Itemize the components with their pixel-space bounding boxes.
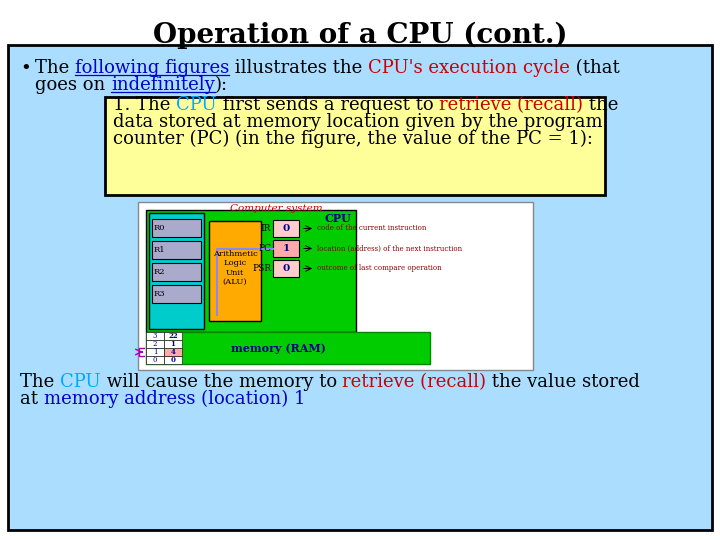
Text: memory (RAM): memory (RAM) xyxy=(230,342,325,354)
FancyBboxPatch shape xyxy=(273,220,299,237)
Text: counter (PC) (in the figure, the value of the PC = 1):: counter (PC) (in the figure, the value o… xyxy=(113,130,593,148)
Text: CPU: CPU xyxy=(176,96,217,114)
Text: IR: IR xyxy=(261,224,271,233)
FancyBboxPatch shape xyxy=(146,356,164,364)
Text: ):: ): xyxy=(215,76,228,94)
Text: goes on: goes on xyxy=(35,76,111,94)
FancyBboxPatch shape xyxy=(152,263,201,281)
Text: Arithmetic
Logic
Unit
(ALU): Arithmetic Logic Unit (ALU) xyxy=(212,250,257,286)
FancyBboxPatch shape xyxy=(146,348,164,356)
Text: PSR: PSR xyxy=(252,264,271,273)
FancyBboxPatch shape xyxy=(164,356,182,364)
FancyBboxPatch shape xyxy=(152,219,201,237)
FancyBboxPatch shape xyxy=(146,210,356,332)
Text: The: The xyxy=(20,373,60,391)
Text: 0: 0 xyxy=(282,264,289,273)
Text: 3: 3 xyxy=(153,332,157,340)
Text: 0: 0 xyxy=(282,224,289,233)
Text: R1: R1 xyxy=(154,246,166,254)
FancyBboxPatch shape xyxy=(105,97,605,195)
Text: illustrates the: illustrates the xyxy=(229,59,368,77)
Text: R3: R3 xyxy=(154,290,166,298)
Text: code of the current instruction: code of the current instruction xyxy=(317,225,426,233)
Text: The: The xyxy=(35,59,75,77)
Text: CPU: CPU xyxy=(324,213,351,224)
FancyBboxPatch shape xyxy=(138,202,533,370)
Text: R0: R0 xyxy=(154,224,166,232)
Text: retrieve (recall): retrieve (recall) xyxy=(439,96,583,114)
FancyBboxPatch shape xyxy=(152,285,201,303)
Text: will cause the memory to: will cause the memory to xyxy=(101,373,343,391)
Text: PC: PC xyxy=(258,244,271,253)
Text: retrieve (recall): retrieve (recall) xyxy=(343,373,487,391)
Text: the value stored: the value stored xyxy=(487,373,640,391)
FancyBboxPatch shape xyxy=(146,332,164,340)
Text: location (address) of the next instruction: location (address) of the next instructi… xyxy=(317,245,462,253)
Text: indefinitely: indefinitely xyxy=(111,76,215,94)
FancyBboxPatch shape xyxy=(8,45,712,530)
FancyBboxPatch shape xyxy=(146,340,164,348)
Text: outcome of last compare operation: outcome of last compare operation xyxy=(317,265,441,273)
Text: first sends a request to: first sends a request to xyxy=(217,96,439,114)
FancyBboxPatch shape xyxy=(152,241,201,259)
Text: 1: 1 xyxy=(153,348,157,356)
Text: R2: R2 xyxy=(154,268,166,276)
FancyBboxPatch shape xyxy=(164,332,182,340)
FancyBboxPatch shape xyxy=(164,348,182,356)
Text: at: at xyxy=(20,390,44,408)
FancyBboxPatch shape xyxy=(273,260,299,277)
FancyBboxPatch shape xyxy=(273,240,299,257)
Text: following figures: following figures xyxy=(75,59,229,77)
Text: 22: 22 xyxy=(168,332,178,340)
Text: CPU: CPU xyxy=(60,373,101,391)
Text: the: the xyxy=(583,96,618,114)
FancyBboxPatch shape xyxy=(164,340,182,348)
Text: (that: (that xyxy=(570,59,620,77)
Text: Operation of a CPU (cont.): Operation of a CPU (cont.) xyxy=(153,22,567,49)
Text: 0: 0 xyxy=(153,356,157,364)
Text: 1. The: 1. The xyxy=(113,96,176,114)
FancyBboxPatch shape xyxy=(149,213,204,329)
FancyBboxPatch shape xyxy=(209,221,261,321)
Text: 2: 2 xyxy=(153,340,157,348)
Text: 1: 1 xyxy=(282,244,289,253)
Text: 1: 1 xyxy=(171,340,176,348)
Text: •: • xyxy=(20,60,31,78)
Text: memory address (location) 1: memory address (location) 1 xyxy=(44,390,305,408)
Text: data stored at memory location given by the program: data stored at memory location given by … xyxy=(113,113,603,131)
Text: 0: 0 xyxy=(171,356,176,364)
Text: CPU's execution cycle: CPU's execution cycle xyxy=(368,59,570,77)
Text: 4: 4 xyxy=(171,348,176,356)
Text: Computer system: Computer system xyxy=(230,204,323,213)
FancyBboxPatch shape xyxy=(146,332,430,364)
